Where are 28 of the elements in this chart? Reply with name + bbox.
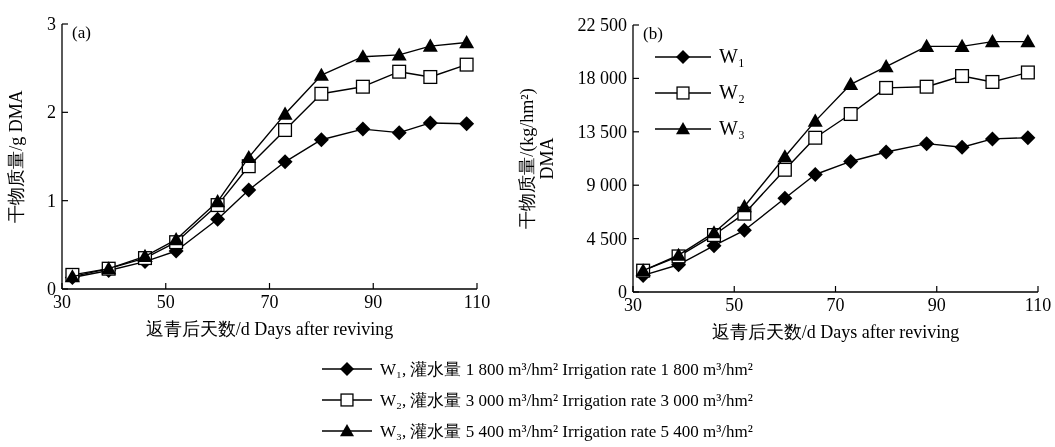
y-axis-title: 干物质量/(kg/hm²) DMA [517, 88, 557, 229]
x-axis-title: 返青后天数/d Days after reviving [145, 319, 394, 339]
x-tick-label: 110 [463, 292, 491, 312]
y-tick-label: 9 000 [586, 175, 627, 196]
y-axis-title: 干物质量/g DMA [6, 90, 26, 223]
annotation: (a) [72, 23, 91, 42]
x-tick-label: 50 [725, 295, 744, 315]
legend-label: W₂ [719, 81, 745, 103]
y-tick-label: 2 [47, 102, 56, 123]
x-tick-label: 90 [927, 295, 946, 315]
legend-label: W₁, 灌水量 1 800 m³/hm² Irrigation rate 1 800 m³/hm² [380, 360, 753, 379]
y-tick-label: 22 500 [577, 15, 627, 35]
y-tick-label: 3 [47, 14, 56, 34]
legend-label: W₃ [719, 117, 745, 139]
legend-label: W₃, 灌水量 5 400 m³/hm² Irrigation rate 5 400 m³/hm² [380, 422, 753, 441]
y-tick-label: 1 [47, 190, 56, 211]
x-tick-label: 70 [826, 295, 845, 315]
y-tick-label: 18 000 [577, 68, 627, 89]
legend-label: W₂, 灌水量 3 000 m³/hm² Irrigation rate 3 000 m³/hm² [380, 391, 753, 410]
x-tick-label: 110 [1024, 295, 1052, 315]
x-tick-label: 70 [260, 292, 279, 312]
x-tick-label: 90 [364, 292, 383, 312]
annotation: (b) [643, 24, 663, 43]
y-tick-label: 13 500 [577, 121, 627, 142]
y-tick-label: 4 500 [586, 228, 627, 249]
legend-label: W₁ [719, 45, 745, 67]
x-tick-label: 50 [156, 292, 175, 312]
x-axis-title: 返青后天数/d Days after reviving [711, 322, 960, 342]
